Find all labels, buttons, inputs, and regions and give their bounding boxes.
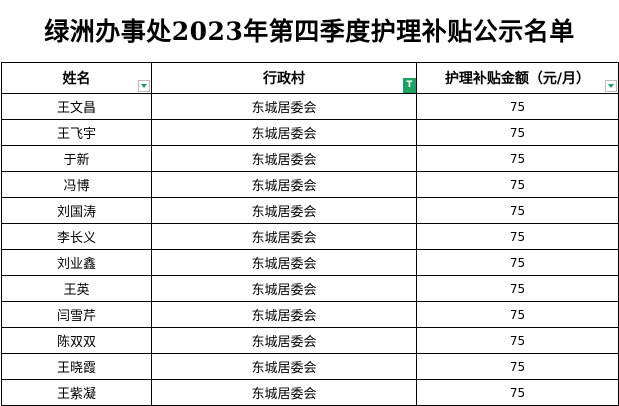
name-cell[interactable]: 于新 [1,145,152,172]
amount-cell[interactable]: 75 [416,145,619,172]
village-cell[interactable]: 东城居委会 [151,249,417,276]
subsidy-table: 姓名 行政村 T 护理补贴金额（元/月） 王文昌 东城居委会 75 王飞宇 东城居委会 75… [1,62,619,406]
name-cell[interactable]: 王晓霞 [1,353,152,380]
table-row: 陈双双 东城居委会 75 [1,327,619,354]
name-cell[interactable]: 王紫凝 [1,379,152,406]
amount-cell[interactable]: 75 [416,171,619,198]
name-cell[interactable]: 王飞宇 [1,119,152,146]
filter-dropdown-icon[interactable] [605,80,617,92]
village-cell[interactable]: 东城居委会 [151,119,417,146]
name-cell[interactable]: 冯博 [1,171,152,198]
amount-cell[interactable]: 75 [416,379,619,406]
header-amount: 护理补贴金额（元/月） [416,62,619,94]
name-cell[interactable]: 闫雪芹 [1,301,152,328]
header-name: 姓名 [1,62,152,94]
amount-cell[interactable]: 75 [416,353,619,380]
amount-cell[interactable]: 75 [416,275,619,302]
filter-dropdown-icon[interactable] [138,80,150,92]
amount-cell[interactable]: 75 [416,223,619,250]
table-row: 刘国涛 东城居委会 75 [1,197,619,224]
name-cell[interactable]: 王英 [1,275,152,302]
name-cell[interactable]: 李长义 [1,223,152,250]
table-row: 于新 东城居委会 75 [1,145,619,172]
amount-cell[interactable]: 75 [416,327,619,354]
table-row: 闫雪芹 东城居委会 75 [1,301,619,328]
village-cell[interactable]: 东城居委会 [151,171,417,198]
table-row: 王飞宇 东城居委会 75 [1,119,619,146]
amount-cell[interactable]: 75 [416,119,619,146]
village-cell[interactable]: 东城居委会 [151,327,417,354]
table-row: 王英 东城居委会 75 [1,275,619,302]
amount-cell[interactable]: 75 [416,249,619,276]
header-village: 行政村 T [151,62,417,94]
name-cell[interactable]: 王文昌 [1,93,152,120]
amount-cell[interactable]: 75 [416,301,619,328]
name-cell[interactable]: 刘国涛 [1,197,152,224]
village-cell[interactable]: 东城居委会 [151,353,417,380]
amount-cell[interactable]: 75 [416,197,619,224]
village-cell[interactable]: 东城居委会 [151,379,417,406]
village-cell[interactable]: 东城居委会 [151,301,417,328]
name-cell[interactable]: 陈双双 [1,327,152,354]
filter-active-icon[interactable]: T [403,78,416,93]
table-row: 冯博 东城居委会 75 [1,171,619,198]
table-row: 李长义 东城居委会 75 [1,223,619,250]
village-cell[interactable]: 东城居委会 [151,145,417,172]
village-cell[interactable]: 东城居委会 [151,93,417,120]
name-cell[interactable]: 刘业鑫 [1,249,152,276]
village-cell[interactable]: 东城居委会 [151,223,417,250]
table-row: 王紫凝 东城居委会 75 [1,379,619,406]
sheet-title: 绿洲办事处2023年第四季度护理补贴公示名单 [44,17,575,46]
table-row: 王文昌 东城居委会 75 [1,93,619,120]
village-cell[interactable]: 东城居委会 [151,197,417,224]
table-row: 刘业鑫 东城居委会 75 [1,249,619,276]
village-cell[interactable]: 东城居委会 [151,275,417,302]
table-row: 王晓霞 东城居委会 75 [1,353,619,380]
amount-cell[interactable]: 75 [416,93,619,120]
